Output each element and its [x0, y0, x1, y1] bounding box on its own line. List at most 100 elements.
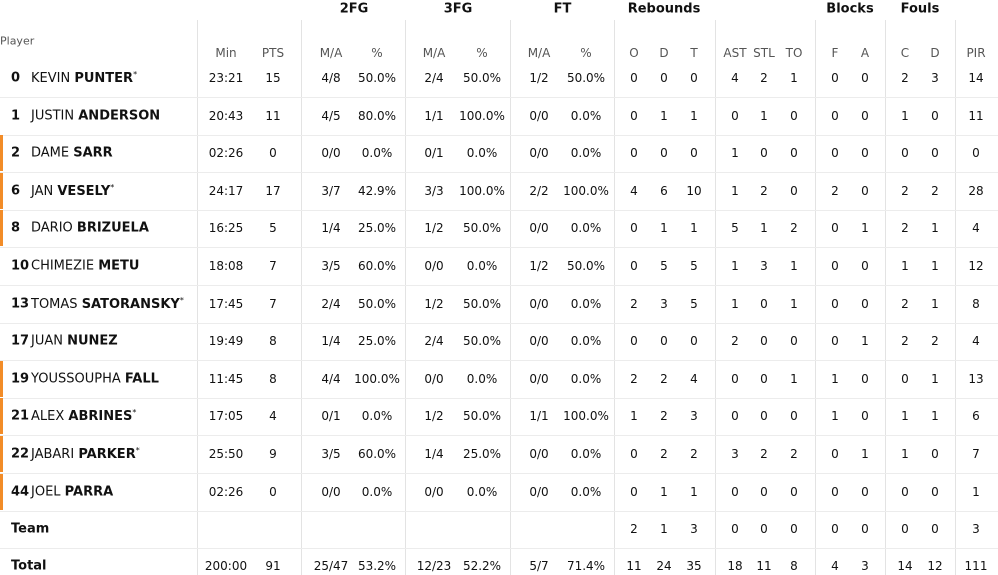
stat-cell: 0 [831, 447, 839, 461]
stat-cell: 0 [861, 371, 869, 386]
stat-cell: 0 [861, 522, 869, 537]
stat-cell: 0 [901, 146, 909, 161]
stat-cell: 0 [790, 409, 798, 424]
stat-cell: 0.0% [570, 447, 602, 461]
stat-cell: 0 [731, 409, 739, 424]
stat-cell: 0 [901, 522, 909, 537]
column-divider [510, 20, 511, 575]
first-name: DAME [31, 145, 70, 161]
stat-cell: 1 [731, 259, 739, 273]
row-divider [0, 322, 998, 324]
stat-cell: 02:26 [208, 484, 244, 499]
stat-cell: 25:50 [208, 447, 244, 461]
stat-cell: 1 [901, 259, 909, 273]
stat-cell: 111 [964, 559, 988, 573]
stat-cell: 0.0% [466, 259, 498, 273]
stat-cell: 3/7 [321, 183, 341, 198]
stat-cell: 0 [931, 522, 939, 537]
first-name: TOMAS [31, 296, 78, 312]
stat-cell: 3 [760, 259, 768, 273]
total-label: Total [11, 558, 47, 574]
stat-cell: 11:45 [208, 371, 244, 386]
stat-cell: 0 [690, 334, 698, 349]
stat-cell: 0 [831, 522, 839, 537]
column-header: A [860, 46, 870, 60]
stat-cell: 3 [690, 409, 698, 424]
column-divider [197, 20, 198, 575]
stat-cell: 2 [901, 334, 909, 349]
player-name: TOMAS SATORANSKY* [31, 295, 184, 311]
stat-cell: 0 [861, 484, 869, 499]
stat-cell: 1 [731, 296, 739, 311]
stat-cell: 1/4 [321, 221, 341, 236]
stat-cell: 1 [760, 108, 768, 123]
first-name: JABARI [31, 447, 75, 463]
column-header: M/A [527, 46, 551, 60]
player-name: DARIO BRIZUELA [31, 221, 149, 236]
column-divider [815, 20, 816, 575]
player-name: JOEL PARRA [31, 484, 113, 499]
stat-cell: 2/2 [529, 183, 549, 198]
stat-cell: 12 [927, 559, 943, 573]
row-accent [0, 210, 3, 247]
stat-cell: 50.0% [462, 334, 502, 349]
column-header: T [690, 46, 698, 60]
player-name: YOUSSOUPHA FALL [31, 371, 159, 386]
stat-cell: 8 [269, 334, 277, 349]
column-header: % [580, 46, 592, 60]
player-number: 2 [11, 145, 21, 161]
stat-cell: 1/2 [529, 259, 549, 273]
starter-mark: * [179, 295, 184, 305]
stat-cell: 50.0% [357, 71, 397, 85]
stat-cell: 0.0% [570, 334, 602, 349]
player-number: 19 [11, 371, 30, 387]
stat-cell: 1 [690, 108, 698, 123]
stat-cell: 2 [731, 334, 739, 349]
stat-cell: 5 [731, 221, 739, 236]
last-name: SATORANSKY [81, 296, 180, 312]
column-divider [405, 20, 406, 575]
first-name: KEVIN [31, 71, 71, 87]
stat-cell: 0/0 [529, 221, 549, 236]
stat-cell: 5/7 [529, 559, 549, 573]
stat-cell: 0 [790, 108, 798, 123]
stat-cell: 0 [660, 334, 668, 349]
stat-cell: 50.0% [462, 221, 502, 236]
stat-cell: 0 [831, 334, 839, 349]
stat-cell: 0 [931, 108, 939, 123]
column-header: D [659, 46, 669, 60]
stat-cell: 4 [731, 71, 739, 85]
stat-cell: 0 [790, 183, 798, 198]
player-number: 10 [11, 258, 30, 274]
stat-cell: 1 [790, 71, 798, 85]
stat-cell: 0 [760, 296, 768, 311]
stat-cell: 0.0% [361, 484, 393, 499]
stat-cell: 0 [630, 108, 638, 123]
stat-cell: 16:25 [208, 221, 244, 236]
stat-cell: 28 [968, 183, 984, 198]
first-name: JUAN [31, 333, 63, 349]
stat-cell: 4/5 [321, 108, 341, 123]
stat-cell: 50.0% [357, 296, 397, 311]
player-number: 44 [11, 484, 30, 500]
stat-cell: 1 [790, 296, 798, 311]
stat-cell: 5 [690, 296, 698, 311]
stat-cell: 4 [690, 371, 698, 386]
stat-cell: 1 [861, 221, 869, 236]
stat-cell: 2 [660, 371, 668, 386]
stat-cell: 1 [630, 409, 638, 424]
stat-cell: 0 [831, 71, 839, 85]
stat-cell: 3/3 [424, 183, 444, 198]
stat-cell: 1 [790, 259, 798, 273]
stat-cell: 1 [972, 484, 980, 499]
stat-cell: 0 [731, 522, 739, 537]
stat-cell: 91 [265, 559, 281, 573]
stat-cell: 8 [269, 371, 277, 386]
stat-cell: 6 [972, 409, 980, 424]
player-number: 17 [11, 333, 30, 349]
last-name: NUNEZ [67, 333, 118, 349]
stat-cell: 0 [731, 108, 739, 123]
stat-cell: 4/8 [321, 71, 341, 85]
stat-cell: 6 [660, 183, 668, 198]
